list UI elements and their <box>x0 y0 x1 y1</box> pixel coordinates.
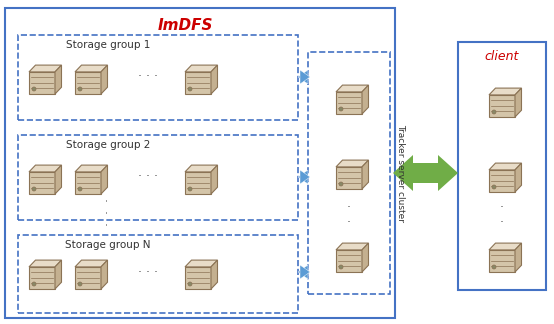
Bar <box>29 72 55 94</box>
Circle shape <box>492 265 496 269</box>
Polygon shape <box>300 265 310 279</box>
Text: client: client <box>485 50 519 63</box>
Text: · · ·: · · · <box>138 170 158 183</box>
Text: ·  ·  ·: · · · <box>101 198 115 226</box>
Polygon shape <box>75 65 107 72</box>
Text: Tracker server cluster: Tracker server cluster <box>396 124 405 222</box>
Polygon shape <box>515 163 521 192</box>
Polygon shape <box>336 243 368 250</box>
Polygon shape <box>362 85 368 114</box>
Bar <box>336 167 362 189</box>
Text: Storage group 2: Storage group 2 <box>66 140 150 150</box>
Circle shape <box>188 87 192 91</box>
Bar <box>300 268 308 276</box>
Text: · · ·: · · · <box>138 71 158 84</box>
Circle shape <box>492 185 496 189</box>
Polygon shape <box>101 65 107 94</box>
Bar <box>5 8 395 318</box>
Bar <box>185 267 211 289</box>
Polygon shape <box>211 65 218 94</box>
Polygon shape <box>515 243 521 272</box>
Polygon shape <box>75 260 107 267</box>
Polygon shape <box>55 260 61 289</box>
Polygon shape <box>393 155 413 191</box>
Bar <box>29 172 55 194</box>
Bar <box>18 135 298 220</box>
Polygon shape <box>362 243 368 272</box>
Polygon shape <box>185 165 218 172</box>
Polygon shape <box>336 85 368 92</box>
Bar <box>489 250 515 272</box>
Polygon shape <box>300 170 310 184</box>
Polygon shape <box>489 88 521 95</box>
Polygon shape <box>489 163 521 170</box>
Polygon shape <box>101 165 107 194</box>
Polygon shape <box>211 260 218 289</box>
Polygon shape <box>298 70 308 84</box>
Bar <box>336 92 362 114</box>
Bar <box>185 172 211 194</box>
Text: ·
·: · · <box>347 201 351 229</box>
Circle shape <box>78 187 82 191</box>
Bar <box>489 95 515 117</box>
Bar <box>18 235 298 313</box>
Text: ImDFS: ImDFS <box>157 18 213 33</box>
Polygon shape <box>298 170 308 184</box>
Polygon shape <box>211 165 218 194</box>
Bar <box>18 35 298 120</box>
Bar <box>489 170 515 192</box>
Circle shape <box>78 87 82 91</box>
Text: ·
·: · · <box>500 201 504 229</box>
Circle shape <box>492 110 496 114</box>
Bar <box>308 52 390 294</box>
Polygon shape <box>55 165 61 194</box>
Circle shape <box>339 107 343 111</box>
Bar <box>300 173 308 181</box>
Bar <box>336 250 362 272</box>
Circle shape <box>188 187 192 191</box>
Bar <box>75 72 101 94</box>
Bar <box>75 172 101 194</box>
Polygon shape <box>438 155 458 191</box>
Bar <box>29 267 55 289</box>
Polygon shape <box>515 88 521 117</box>
Polygon shape <box>298 265 308 279</box>
Polygon shape <box>29 260 61 267</box>
Bar <box>413 163 438 183</box>
Circle shape <box>32 87 36 91</box>
Circle shape <box>32 282 36 286</box>
Circle shape <box>339 182 343 186</box>
Polygon shape <box>362 160 368 189</box>
Polygon shape <box>300 70 310 84</box>
Polygon shape <box>55 65 61 94</box>
Bar <box>458 42 546 290</box>
Polygon shape <box>75 165 107 172</box>
Bar <box>185 72 211 94</box>
Polygon shape <box>185 260 218 267</box>
Text: Storage group 1: Storage group 1 <box>66 40 150 50</box>
Bar <box>300 73 308 81</box>
Polygon shape <box>336 160 368 167</box>
Polygon shape <box>29 165 61 172</box>
Polygon shape <box>185 65 218 72</box>
Polygon shape <box>489 243 521 250</box>
Circle shape <box>32 187 36 191</box>
Circle shape <box>78 282 82 286</box>
Bar <box>75 267 101 289</box>
Text: Storage group N: Storage group N <box>65 240 151 250</box>
Circle shape <box>188 282 192 286</box>
Polygon shape <box>29 65 61 72</box>
Polygon shape <box>101 260 107 289</box>
Text: · · ·: · · · <box>138 265 158 279</box>
Circle shape <box>339 265 343 269</box>
